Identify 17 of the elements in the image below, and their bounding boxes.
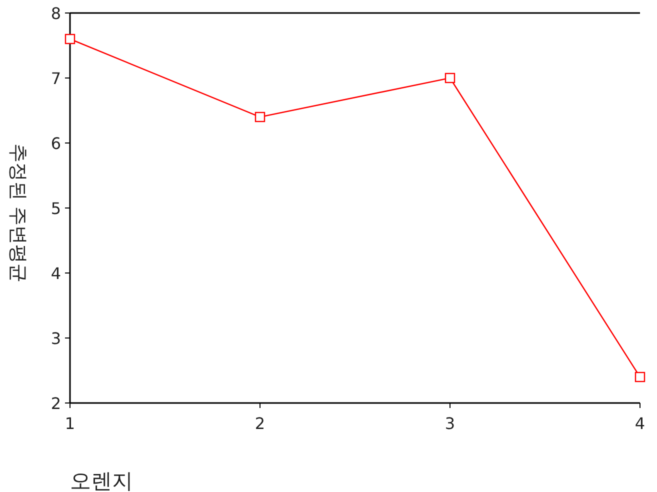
point [64, 34, 76, 44]
y-tick-label: 7 [50, 69, 61, 88]
y-axis-title: 추정된 주변평균 [7, 143, 29, 283]
y-tick-label: 3 [50, 329, 61, 348]
y-tick-label: 4 [50, 264, 61, 283]
y-tick-label: 6 [50, 134, 61, 153]
x-axis-title: 오렌지 [70, 469, 133, 492]
x-tick-label: 3 [444, 414, 456, 433]
x-tick-label: 1 [64, 414, 76, 433]
x-tick-label: 2 [254, 414, 266, 433]
y-tick-label: 8 [50, 4, 61, 23]
point [444, 72, 456, 84]
y-tick-label: 5 [50, 199, 61, 218]
point [634, 372, 646, 382]
x-tick-label: 4 [634, 414, 646, 433]
point [254, 112, 266, 122]
y-tick-label: 2 [50, 394, 61, 413]
